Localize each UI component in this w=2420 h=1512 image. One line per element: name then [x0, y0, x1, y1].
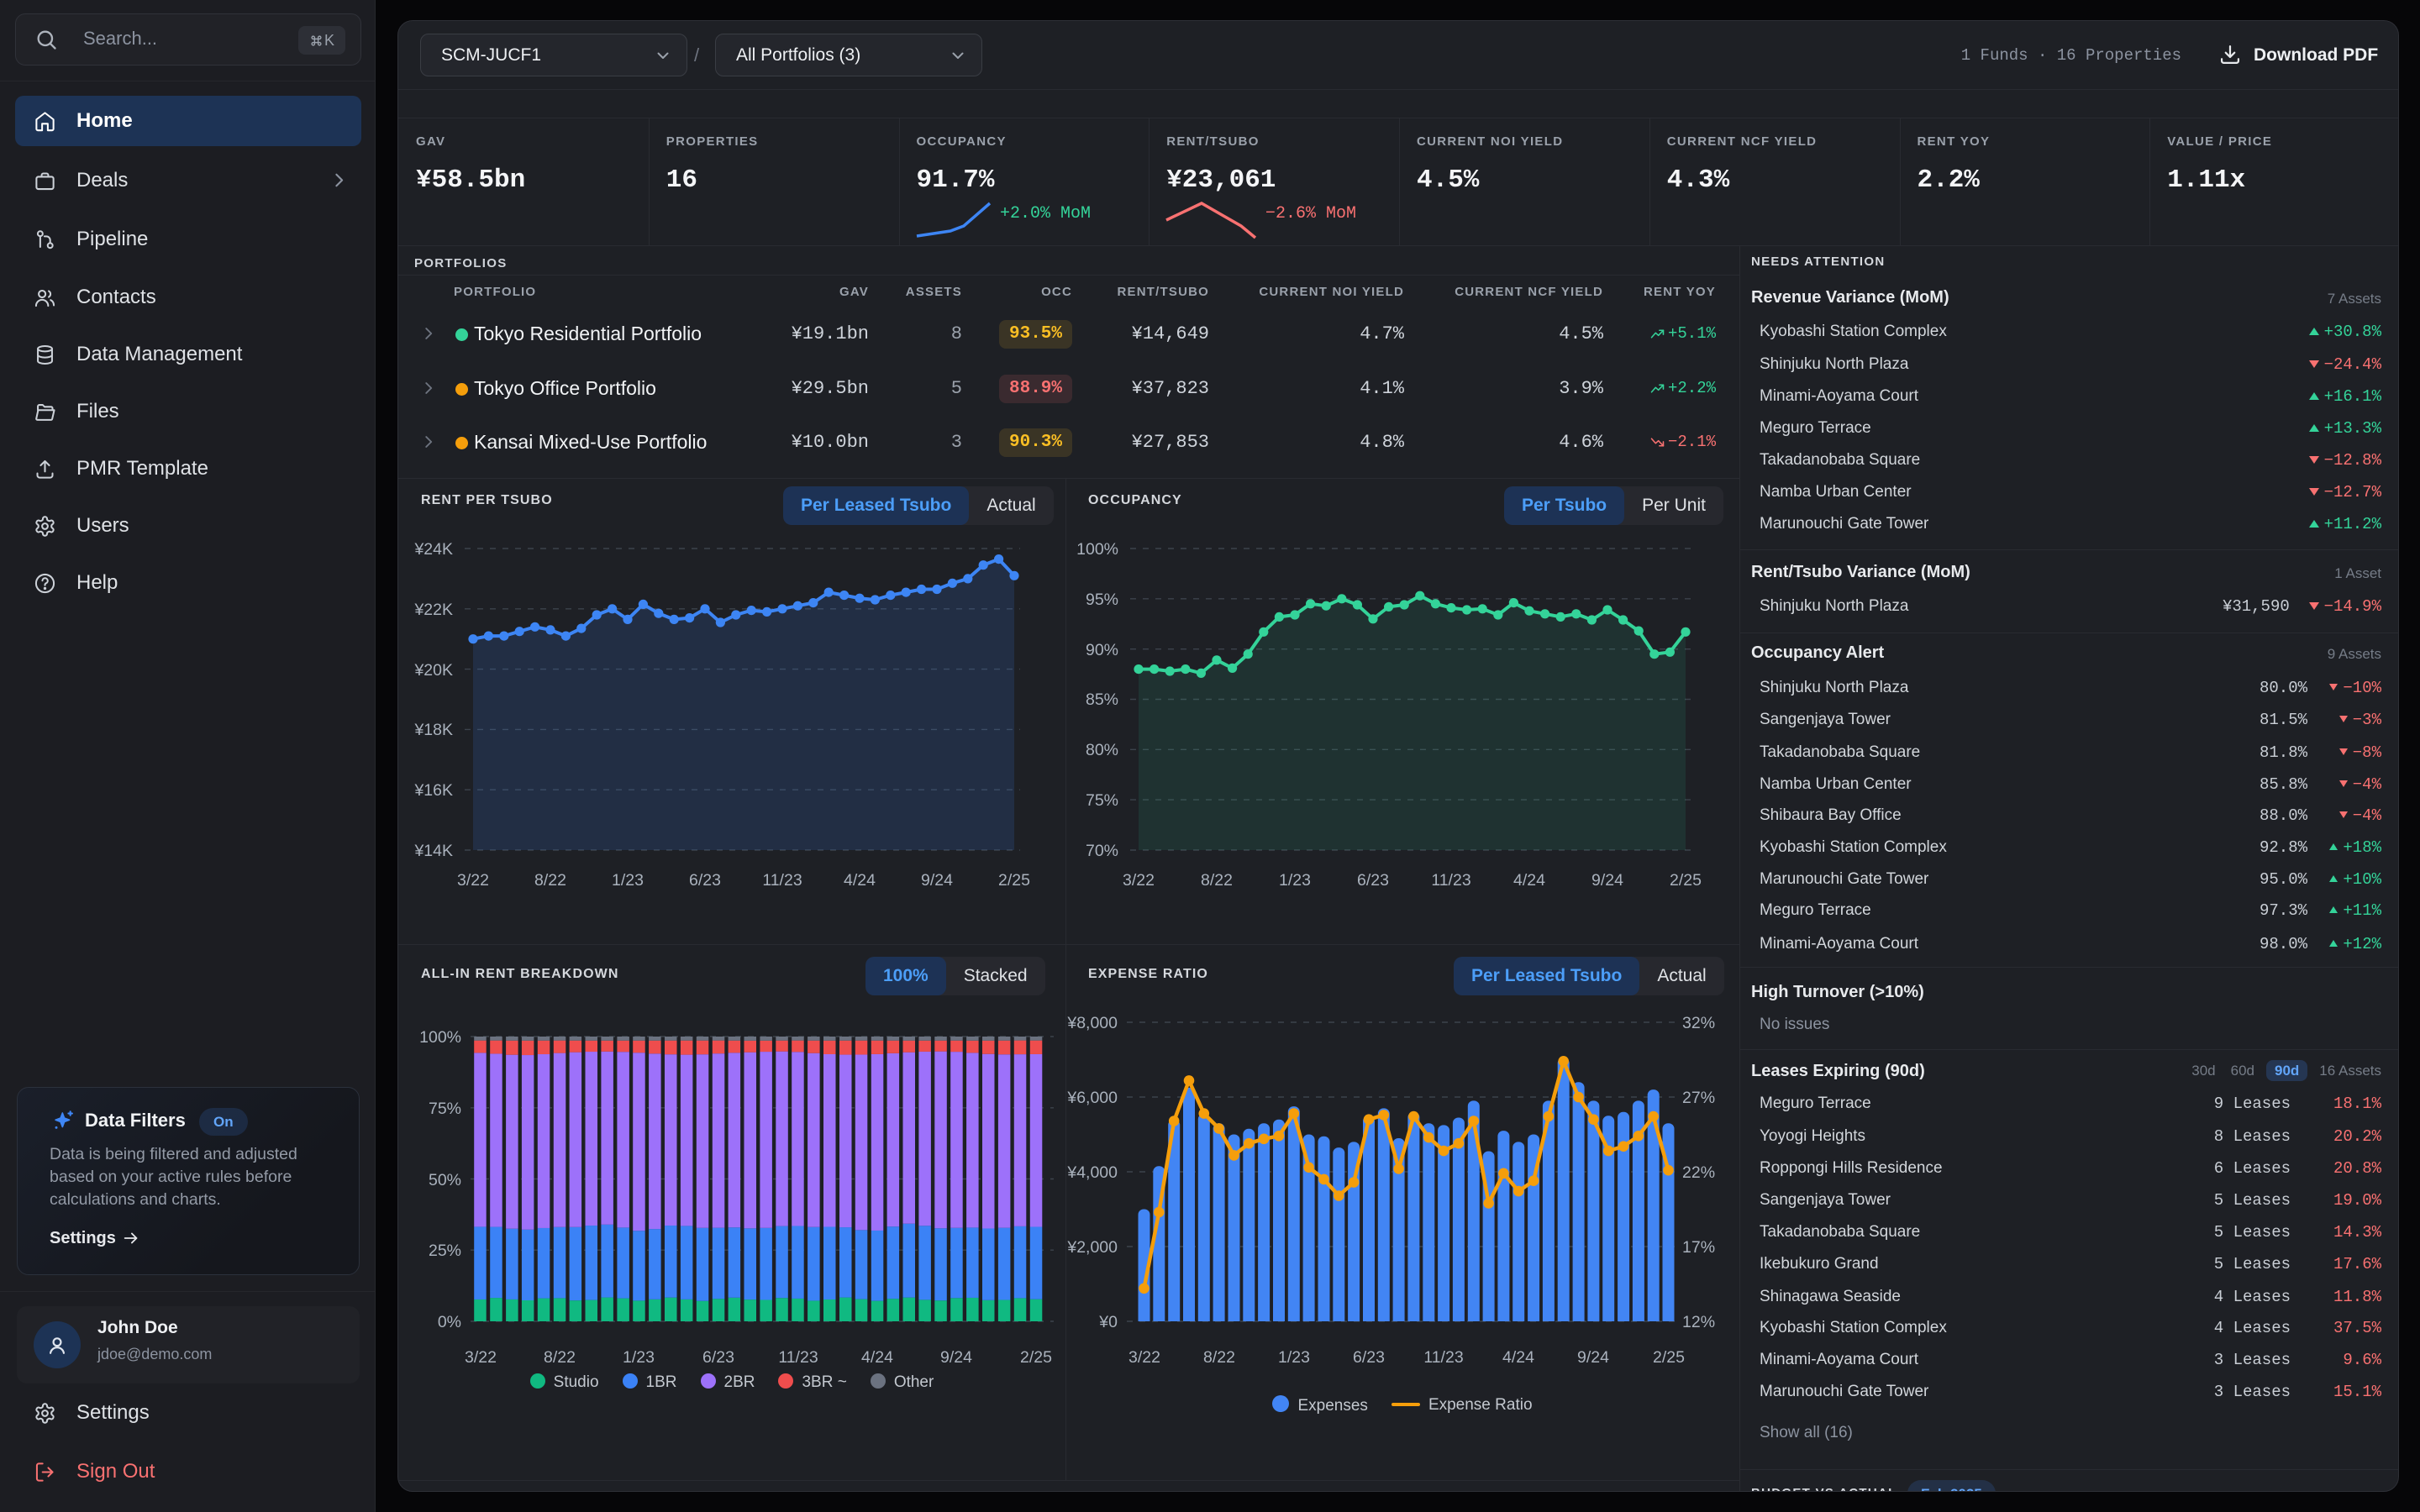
svg-text:100%: 100%: [419, 1028, 461, 1047]
svg-text:11/23: 11/23: [1431, 871, 1470, 890]
svg-text:9/24: 9/24: [921, 871, 953, 890]
svg-text:¥2,000: ¥2,000: [1066, 1238, 1118, 1257]
svg-text:1/23: 1/23: [612, 871, 644, 890]
svg-text:3/22: 3/22: [457, 871, 489, 890]
svg-text:32%: 32%: [1682, 1014, 1715, 1032]
svg-text:90%: 90%: [1086, 641, 1118, 659]
svg-text:2/25: 2/25: [1653, 1348, 1685, 1367]
svg-text:0%: 0%: [438, 1313, 461, 1331]
svg-text:6/23: 6/23: [702, 1348, 734, 1367]
svg-text:8/22: 8/22: [1203, 1348, 1235, 1367]
svg-text:8/22: 8/22: [1201, 871, 1233, 890]
svg-text:¥24K: ¥24K: [413, 540, 453, 559]
svg-text:50%: 50%: [429, 1171, 461, 1189]
svg-text:95%: 95%: [1086, 591, 1118, 609]
svg-text:3/22: 3/22: [465, 1348, 497, 1367]
svg-text:80%: 80%: [1086, 741, 1118, 759]
svg-text:12%: 12%: [1682, 1313, 1715, 1331]
svg-text:3/22: 3/22: [1128, 1348, 1160, 1367]
svg-text:¥20K: ¥20K: [413, 661, 453, 680]
svg-text:1/23: 1/23: [1278, 1348, 1310, 1367]
svg-text:6/23: 6/23: [1353, 1348, 1385, 1367]
svg-text:¥14K: ¥14K: [413, 842, 453, 860]
svg-text:9/24: 9/24: [1577, 1348, 1609, 1367]
svg-text:4/24: 4/24: [861, 1348, 893, 1367]
svg-text:6/23: 6/23: [1357, 871, 1389, 890]
svg-text:85%: 85%: [1086, 690, 1118, 709]
svg-text:8/22: 8/22: [544, 1348, 576, 1367]
svg-text:1/23: 1/23: [1279, 871, 1311, 890]
svg-text:1/23: 1/23: [623, 1348, 655, 1367]
svg-text:8/22: 8/22: [534, 871, 566, 890]
svg-text:¥18K: ¥18K: [413, 721, 453, 739]
svg-text:27%: 27%: [1682, 1089, 1715, 1107]
svg-text:¥16K: ¥16K: [413, 781, 453, 800]
svg-text:4/24: 4/24: [1502, 1348, 1534, 1367]
svg-text:17%: 17%: [1682, 1238, 1715, 1257]
svg-text:70%: 70%: [1086, 842, 1118, 860]
svg-text:100%: 100%: [1076, 540, 1118, 559]
svg-text:2/25: 2/25: [1020, 1348, 1052, 1367]
svg-text:¥0: ¥0: [1098, 1313, 1118, 1331]
svg-text:¥8,000: ¥8,000: [1066, 1014, 1118, 1032]
svg-text:3/22: 3/22: [1123, 871, 1155, 890]
svg-text:9/24: 9/24: [1591, 871, 1623, 890]
svg-text:11/23: 11/23: [1423, 1348, 1463, 1367]
svg-text:4/24: 4/24: [844, 871, 876, 890]
svg-text:22%: 22%: [1682, 1163, 1715, 1182]
svg-text:¥6,000: ¥6,000: [1066, 1089, 1118, 1107]
svg-text:11/23: 11/23: [778, 1348, 818, 1367]
svg-text:6/23: 6/23: [689, 871, 721, 890]
svg-text:¥4,000: ¥4,000: [1066, 1163, 1118, 1182]
svg-text:75%: 75%: [429, 1100, 461, 1118]
svg-text:75%: 75%: [1086, 791, 1118, 810]
svg-text:4/24: 4/24: [1513, 871, 1545, 890]
svg-text:25%: 25%: [429, 1242, 461, 1260]
svg-text:¥22K: ¥22K: [413, 601, 453, 619]
svg-text:2/25: 2/25: [998, 871, 1030, 890]
svg-text:11/23: 11/23: [762, 871, 802, 890]
svg-text:2/25: 2/25: [1670, 871, 1702, 890]
svg-text:9/24: 9/24: [940, 1348, 972, 1367]
